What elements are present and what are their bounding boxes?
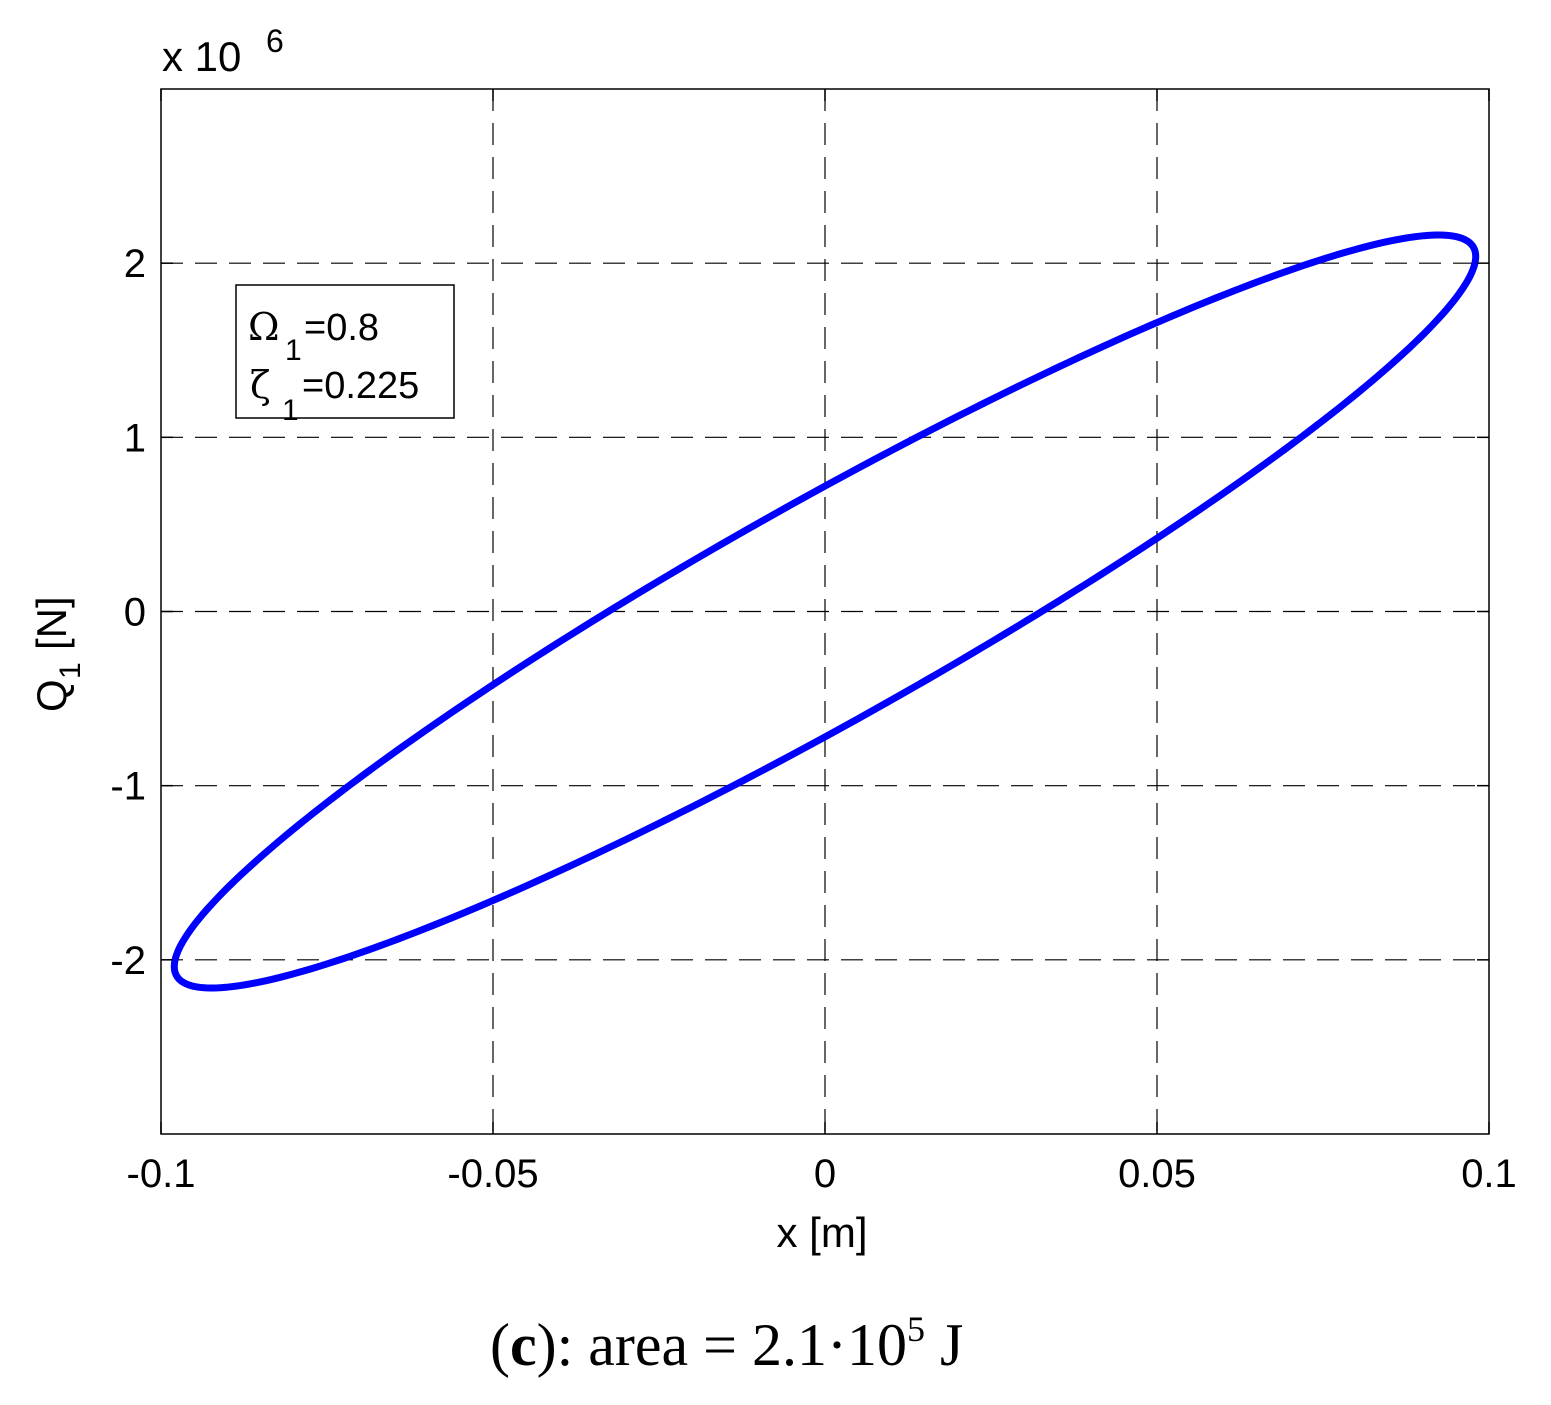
- annotation-omega: Ω: [248, 305, 280, 349]
- annotation-omega-sub: 1: [285, 334, 302, 367]
- y-tick-label: -1: [110, 765, 146, 809]
- y-multiplier-base: x 10: [162, 33, 241, 80]
- y-tick-label: 0: [124, 591, 146, 635]
- series-layer: [170, 231, 1480, 992]
- x-axis-label: x [m]: [777, 1209, 868, 1256]
- annotation-zeta-sub: 1: [282, 394, 299, 427]
- x-tick-label: 0.05: [1118, 1152, 1196, 1196]
- caption: (c): area = 2.1·105 J: [490, 1309, 963, 1378]
- svg-text:(c): area = 2.1·105 J: (c): area = 2.1·105 J: [490, 1309, 963, 1378]
- x-tick-label: 0: [814, 1152, 836, 1196]
- y-tick-label: -2: [110, 939, 146, 983]
- caption-open-paren: (: [490, 1312, 510, 1378]
- y-axis-label: Q 1 [N]: [28, 596, 87, 712]
- caption-unit: J: [925, 1312, 963, 1378]
- annotation-zeta: ζ: [250, 363, 271, 407]
- ticks: -0.1 -0.05 0 0.05 0.1 -2 -1 0 1 2: [110, 89, 1517, 1196]
- annotation-omega-value: =0.8: [304, 307, 379, 349]
- annotation-zeta-value: =0.225: [302, 365, 419, 407]
- y-axis-label-main: Q: [28, 679, 75, 712]
- caption-letter: c: [510, 1312, 537, 1378]
- x-tick-label: -0.1: [127, 1152, 196, 1196]
- y-tick-label: 1: [124, 416, 146, 460]
- caption-exponent: 5: [907, 1309, 925, 1349]
- caption-close-paren: ): [537, 1312, 557, 1378]
- x-tick-label: 0.1: [1461, 1152, 1517, 1196]
- y-tick-label: 2: [124, 242, 146, 286]
- y-axis-label-sub: 1: [54, 662, 87, 679]
- y-multiplier-exponent: 6: [266, 23, 284, 59]
- annotation-box: Ω 1 =0.8 ζ 1 =0.225: [235, 284, 455, 427]
- grid: [161, 89, 1489, 1134]
- y-axis-label-unit: [N]: [28, 596, 75, 650]
- x-tick-label: -0.05: [447, 1152, 538, 1196]
- series-line: [170, 231, 1480, 992]
- caption-text: : area = 2.1·10: [557, 1312, 907, 1378]
